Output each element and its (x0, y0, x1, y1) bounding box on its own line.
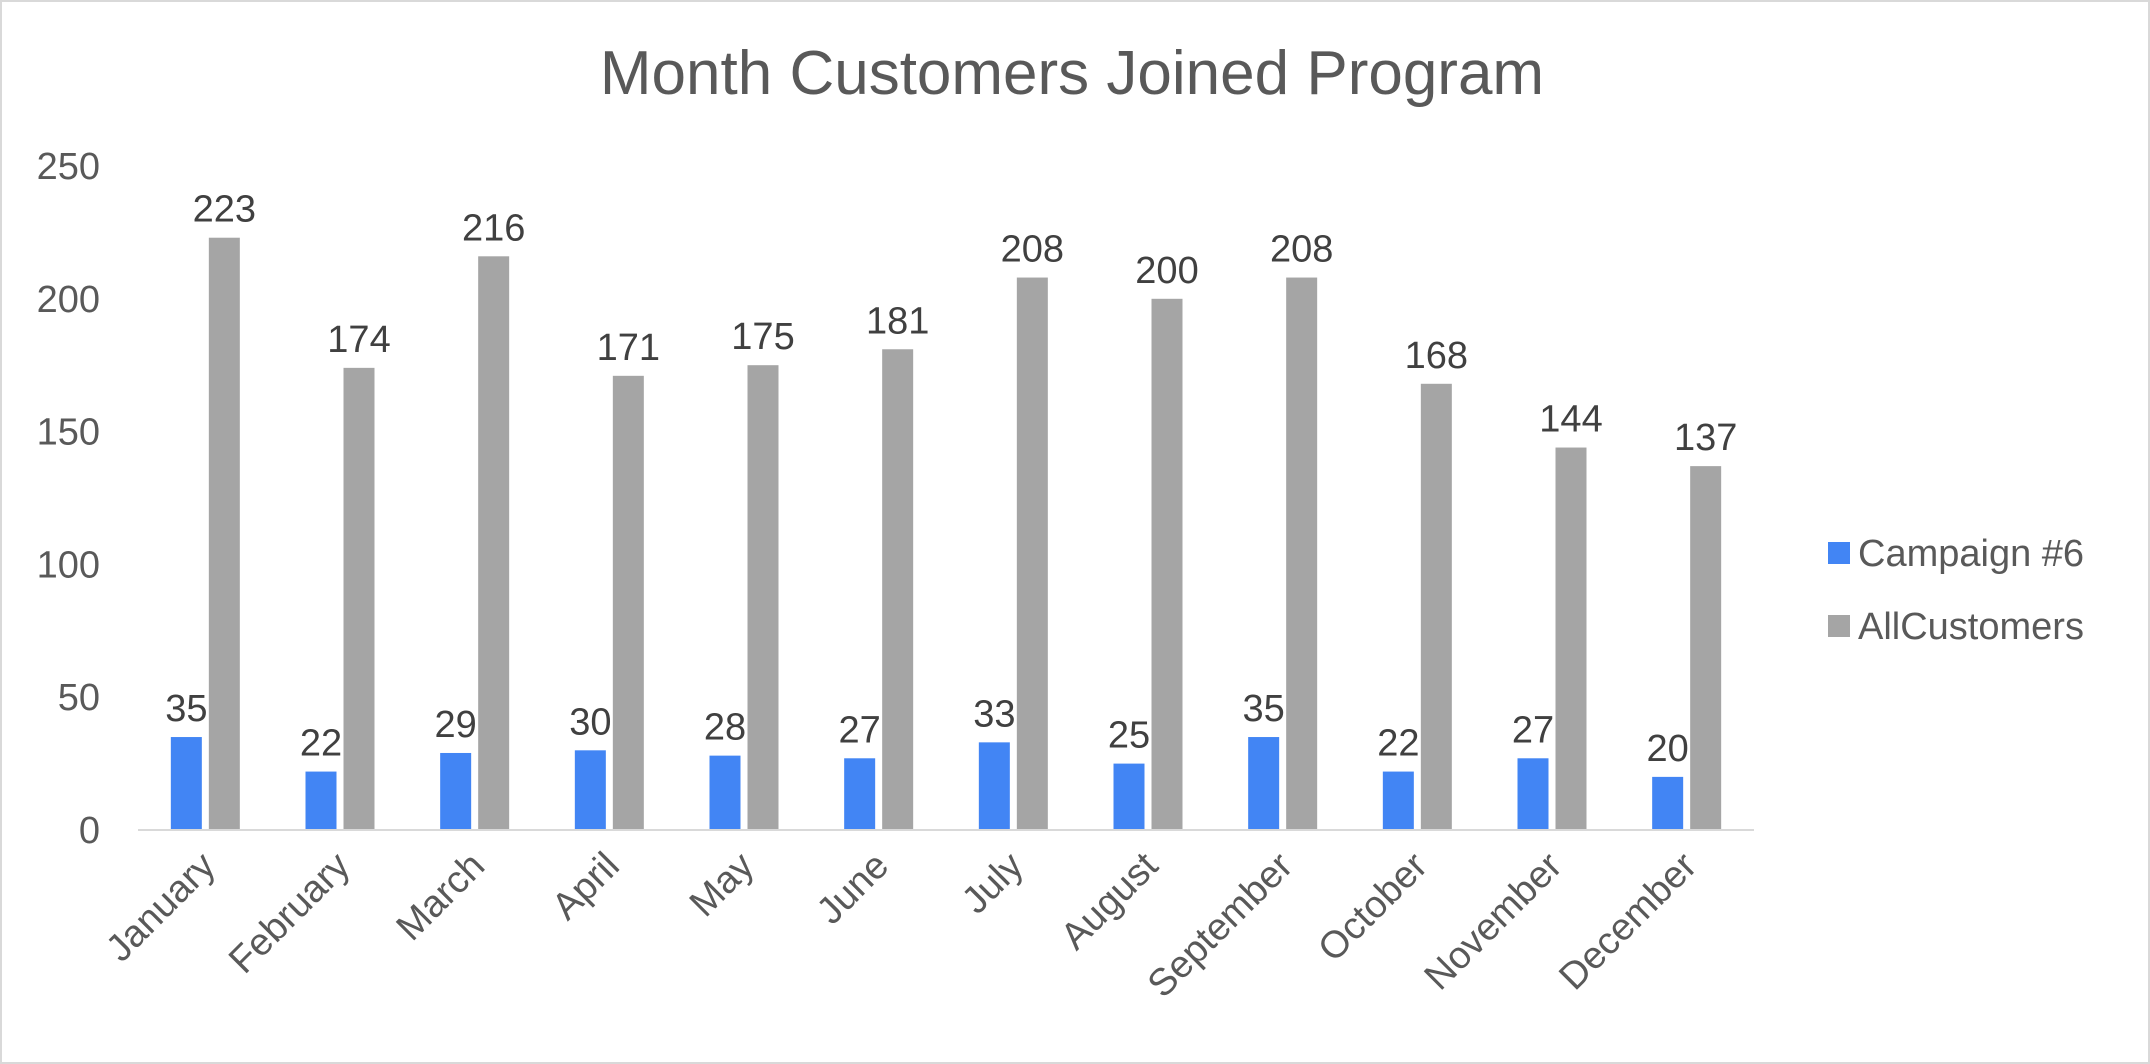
bar-campaign-6-august (1113, 763, 1145, 830)
x-tick-label: October (1310, 844, 1436, 970)
bar-allcustomers-december (1690, 466, 1722, 830)
data-label: 216 (462, 207, 525, 249)
data-label: 22 (1377, 723, 1419, 765)
y-axis: 0 50 100 150 200 250 (37, 146, 100, 852)
data-label: 27 (1512, 709, 1554, 751)
data-label: 200 (1135, 250, 1198, 292)
x-tick-label: July (954, 845, 1031, 922)
bar-campaign-6-november (1517, 758, 1549, 830)
bar-allcustomers-march (478, 256, 510, 830)
data-label: 223 (193, 189, 256, 231)
legend-label-campaign-6: Campaign #6 (1858, 533, 2084, 575)
x-tick-label: June (809, 845, 897, 933)
bar-campaign-6-july (978, 742, 1010, 830)
data-label: 137 (1674, 417, 1737, 459)
bar-campaign-6-october (1382, 771, 1414, 830)
y-tick-label: 250 (37, 146, 100, 188)
legend: Campaign #6 AllCustomers (1828, 533, 2084, 648)
x-tick-label: February (221, 845, 358, 982)
legend-label-allcustomers: AllCustomers (1858, 606, 2084, 648)
bar-campaign-6-september (1248, 737, 1280, 830)
legend-swatch-allcustomers (1828, 615, 1850, 637)
data-label: 29 (435, 704, 477, 746)
legend-swatch-campaign-6 (1828, 542, 1850, 564)
chart-title: Month Customers Joined Program (600, 39, 1544, 108)
x-tick-label: December (1551, 844, 1705, 998)
plot-area: 35 223 22 174 29 216 30 171 28 175 27 181 33 208 25 200… (165, 189, 1737, 830)
data-label: 30 (569, 701, 611, 743)
bar-campaign-6-march (440, 752, 472, 830)
bar-campaign-6-june (844, 758, 876, 830)
bar-allcustomers-january (208, 237, 240, 830)
data-label: 144 (1539, 399, 1602, 441)
data-label: 35 (1243, 688, 1285, 730)
bar-allcustomers-february (343, 367, 375, 830)
y-tick-label: 50 (58, 677, 100, 719)
bar-allcustomers-august (1151, 298, 1183, 830)
data-label: 208 (1001, 229, 1064, 271)
bar-campaign-6-april (574, 750, 606, 830)
data-label: 28 (704, 707, 746, 749)
data-label: 208 (1270, 229, 1333, 271)
data-label: 175 (731, 316, 794, 358)
x-tick-label: May (682, 845, 762, 925)
x-tick-label: March (389, 845, 493, 949)
x-tick-label: January (98, 845, 223, 970)
x-tick-label: April (544, 845, 627, 928)
y-tick-label: 150 (37, 412, 100, 454)
bar-allcustomers-october (1420, 383, 1452, 830)
bar-campaign-6-december (1652, 776, 1684, 830)
data-label: 25 (1108, 715, 1150, 757)
data-label: 22 (300, 723, 342, 765)
bar-campaign-6-january (170, 737, 202, 830)
y-tick-label: 0 (79, 810, 100, 852)
bar-allcustomers-april (612, 375, 644, 830)
bar-campaign-6-february (305, 771, 337, 830)
bar-allcustomers-june (882, 349, 914, 830)
data-label: 27 (839, 709, 881, 751)
data-label: 174 (327, 319, 390, 361)
x-tick-label: November (1417, 844, 1571, 998)
data-label: 35 (165, 688, 207, 730)
data-label: 33 (973, 693, 1015, 735)
y-tick-label: 200 (37, 279, 100, 321)
data-label: 168 (1405, 335, 1468, 377)
bar-allcustomers-september (1286, 277, 1318, 830)
bar-campaign-6-may (709, 755, 741, 830)
data-label: 20 (1647, 728, 1689, 770)
data-label: 181 (866, 300, 929, 342)
x-tick-label: September (1140, 844, 1301, 1005)
bar-allcustomers-november (1555, 447, 1587, 830)
x-tick-label: August (1053, 844, 1167, 958)
data-label: 171 (597, 327, 660, 369)
y-tick-label: 100 (37, 544, 100, 586)
bar-allcustomers-may (747, 365, 779, 830)
bar-allcustomers-july (1016, 277, 1048, 830)
